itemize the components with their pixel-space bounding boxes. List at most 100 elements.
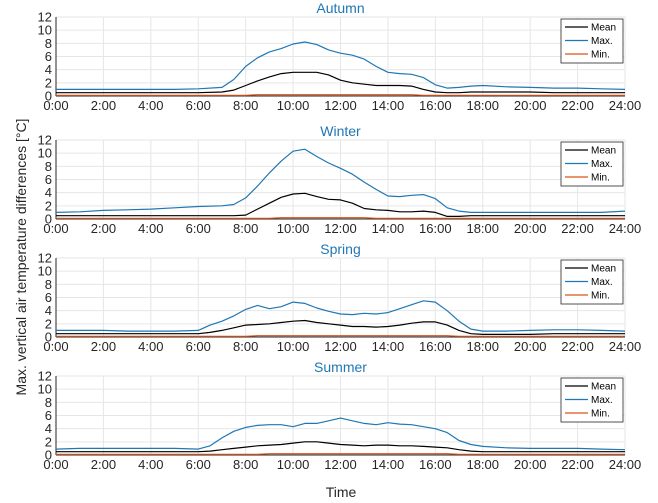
series-line-min [56,335,625,337]
y-tick-label: 2 [45,434,52,449]
x-tick-label: 6:00 [186,221,211,236]
y-tick-label: 0 [45,448,52,463]
x-tick-label: 12:00 [324,457,357,472]
y-tick-label: 12 [38,251,52,266]
series-line-max [56,41,626,91]
x-tick-label: 16:00 [419,98,452,113]
legend-label: Mean [591,382,616,393]
y-tick-label: 4 [45,62,52,77]
x-tick-label: 4:00 [138,98,163,113]
x-tick-label: 10:00 [277,339,310,354]
series-line-max [56,300,626,332]
panel-title: Winter [320,123,361,139]
legend-label: Min. [591,291,610,302]
x-tick-label: 8:00 [233,221,258,236]
x-tick-label: 8:00 [233,339,258,354]
x-tick-label: 18:00 [466,457,499,472]
series-line-mean [56,319,625,335]
legend-label: Mean [591,264,616,275]
y-tick-label: 12 [38,133,52,148]
x-tick-label: 24:00 [609,339,642,354]
y-tick-label: 6 [45,49,52,64]
x-tick-label: 4:00 [138,457,163,472]
legend-label: Mean [591,146,616,157]
panel-title: Summer [314,359,367,375]
x-tick-label: 2:00 [91,457,116,472]
x-tick-label: 14:00 [372,221,405,236]
x-tick-label: 24:00 [609,457,642,472]
x-tick-label: 22:00 [561,98,594,113]
y-tick-label: 2 [45,75,52,90]
y-tick-label: 8 [45,36,52,51]
series-line-min [56,453,625,455]
y-tick-label: 12 [38,10,52,25]
legend: Mean Max. Min. [560,18,624,64]
series-line-min [56,217,625,219]
x-tick-label: 14:00 [372,339,405,354]
x-tick-label: 18:00 [466,339,499,354]
x-tick-label: 18:00 [466,221,499,236]
x-tick-label: 22:00 [561,457,594,472]
legend: Mean Max. Min. [560,259,624,305]
x-tick-label: 18:00 [466,98,499,113]
x-tick-label: 10:00 [277,457,310,472]
legend: Mean Max. Min. [560,377,624,423]
y-tick-label: 4 [45,421,52,436]
x-tick-label: 6:00 [186,339,211,354]
series-line-max [55,148,626,213]
x-tick-label: 0:00 [43,339,68,354]
x-tick-label: 8:00 [233,457,258,472]
x-tick-label: 8:00 [233,98,258,113]
legend-label: Min. [591,173,610,184]
x-tick-label: 0:00 [43,457,68,472]
y-tick-label: 10 [38,264,52,279]
x-tick-label: 20:00 [514,339,547,354]
x-tick-label: 0:00 [43,98,68,113]
x-tick-label: 10:00 [277,98,310,113]
y-tick-label: 10 [38,23,52,38]
y-tick-label: 2 [45,316,52,331]
y-tick-label: 4 [45,303,52,318]
x-tick-label: 22:00 [561,221,594,236]
x-tick-label: 10:00 [277,221,310,236]
x-tick-label: 20:00 [514,98,547,113]
x-tick-label: 12:00 [324,221,357,236]
x-tick-label: 14:00 [372,457,405,472]
x-tick-label: 2:00 [91,98,116,113]
x-tick-label: 12:00 [324,98,357,113]
series-line-mean [56,71,625,94]
legend-label: Max. [591,36,613,47]
y-tick-label: 8 [45,159,52,174]
legend-label: Max. [591,159,613,170]
legend-label: Mean [591,23,616,34]
series-line-mean [56,441,625,453]
x-axis-label: Time [326,484,357,500]
y-axis-label: Max. vertical air temperature difference… [13,119,29,396]
x-tick-label: 16:00 [419,457,452,472]
panel-title: Spring [320,241,360,257]
x-tick-label: 14:00 [372,98,405,113]
x-tick-label: 0:00 [43,221,68,236]
y-tick-label: 10 [38,382,52,397]
legend-label: Min. [591,409,610,420]
y-tick-label: 6 [45,172,52,187]
y-tick-label: 2 [45,198,52,213]
y-tick-label: 0 [45,89,52,104]
x-tick-label: 24:00 [609,98,642,113]
x-tick-label: 12:00 [324,339,357,354]
legend-label: Max. [591,395,613,406]
x-tick-label: 24:00 [609,221,642,236]
y-tick-label: 12 [38,369,52,384]
x-tick-label: 2:00 [91,221,116,236]
panel-title: Autumn [316,0,364,16]
y-tick-label: 8 [45,277,52,292]
y-tick-label: 0 [45,330,52,345]
y-tick-label: 6 [45,408,52,423]
y-tick-label: 6 [45,290,52,305]
x-tick-label: 20:00 [514,457,547,472]
x-tick-label: 4:00 [138,221,163,236]
